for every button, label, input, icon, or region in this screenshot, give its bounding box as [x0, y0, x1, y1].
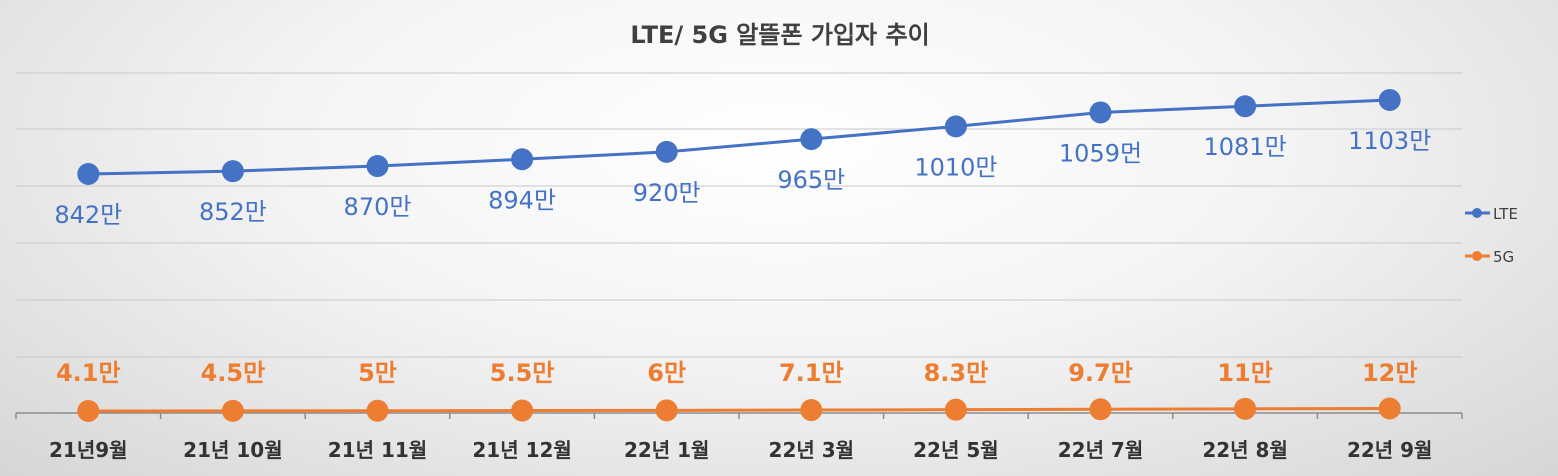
lte-series-point — [1378, 89, 1401, 111]
lte-series-point — [221, 160, 244, 183]
legend-marker-dot — [1472, 208, 1482, 218]
x-tick-label: 21년 12월 — [472, 438, 571, 462]
fiveg-series-point — [1089, 398, 1112, 421]
lte-series-line — [88, 98, 1390, 176]
lte-series-point — [655, 140, 678, 163]
fiveg-series-point — [366, 399, 389, 422]
series-layer: 842만 852만 870만 894만 920만 965만 1010만 1059먼 1081만 1… — [54, 89, 1431, 422]
fiveg-series-data-label: 5.5만 — [490, 359, 555, 387]
lte-series-data-label: 965만 — [777, 166, 845, 194]
lte-series-point — [366, 155, 389, 178]
lte-series-data-label: 1010만 — [914, 153, 997, 181]
x-tick-label: 22년 1월 — [624, 438, 710, 462]
x-axis: 21년9월 21년 10월 21년 11월 21년 12월 22년 1월 22년 3월 22… — [15, 412, 1463, 462]
fiveg-series-line — [88, 407, 1390, 413]
legend-marker-dot — [1472, 251, 1482, 261]
legend-label: LTE — [1493, 205, 1518, 223]
lte-series-point — [944, 115, 967, 138]
lte-series-point — [800, 128, 823, 151]
lte-series-data-label: 920만 — [633, 179, 701, 207]
x-tick-label: 21년 11월 — [328, 438, 427, 462]
lte-series-data-label: 842만 — [54, 201, 122, 229]
x-tick-label: 22년 8월 — [1202, 438, 1288, 462]
lte-series-data-label: 870만 — [344, 193, 412, 221]
fiveg-series-data-label: 12만 — [1362, 359, 1417, 387]
fiveg-series-data-label: 6만 — [647, 359, 686, 387]
fiveg-series-data-label: 7.1만 — [779, 359, 844, 387]
x-tick-label: 21년 10월 — [183, 438, 282, 462]
lte-series-point — [77, 163, 100, 185]
x-tick-label: 21년9월 — [49, 438, 128, 462]
fiveg-series-data-label: 11만 — [1217, 359, 1272, 387]
lte-series-data-label: 852만 — [199, 198, 267, 226]
x-tick-label: 22년 3월 — [769, 438, 855, 462]
x-tick-label: 22년 5월 — [913, 438, 999, 462]
fiveg-series: 4.1만 4.5만 5만 5.5만 6만 7.1만 8.3만 9.7만 11만 12만 — [56, 359, 1417, 422]
lte-series-data-label: 1103만 — [1348, 127, 1431, 155]
fiveg-series-data-label: 4.1만 — [56, 359, 121, 387]
legend-label: 5G — [1493, 248, 1514, 266]
fiveg-series-point — [655, 399, 678, 422]
fiveg-series-data-label: 9.7만 — [1068, 359, 1133, 387]
fiveg-series-point — [1378, 397, 1401, 420]
lte-series-point — [511, 148, 534, 171]
gridlines — [16, 72, 1462, 358]
fiveg-series-point — [1234, 397, 1257, 420]
fiveg-series-point — [221, 399, 244, 422]
fiveg-series-point — [511, 399, 534, 422]
fiveg-series-point — [944, 398, 967, 421]
lte-series-point — [1234, 95, 1257, 118]
chart-title: LTE/ 5G 알뜰폰 가입자 추이 — [630, 21, 929, 49]
lte-series-data-label: 894만 — [488, 186, 556, 214]
x-tick-label: 22년 7월 — [1058, 438, 1144, 462]
x-tick-label: 22년 9월 — [1347, 438, 1433, 462]
lte-series: 842만 852만 870만 894만 920만 965만 1010만 1059먼 1081만 1… — [54, 89, 1431, 229]
fiveg-series-point — [77, 400, 100, 422]
lte-series-data-label: 1081만 — [1204, 133, 1287, 161]
fiveg-series-data-label: 8.3만 — [924, 359, 989, 387]
fiveg-series-data-label: 4.5만 — [201, 359, 266, 387]
fiveg-series-point — [800, 399, 823, 422]
lte-series-point — [1089, 101, 1112, 124]
lte-series-data-label: 1059먼 — [1059, 139, 1142, 167]
legend: LTE 5G — [1465, 205, 1518, 266]
fiveg-series-data-label: 5만 — [358, 359, 397, 387]
